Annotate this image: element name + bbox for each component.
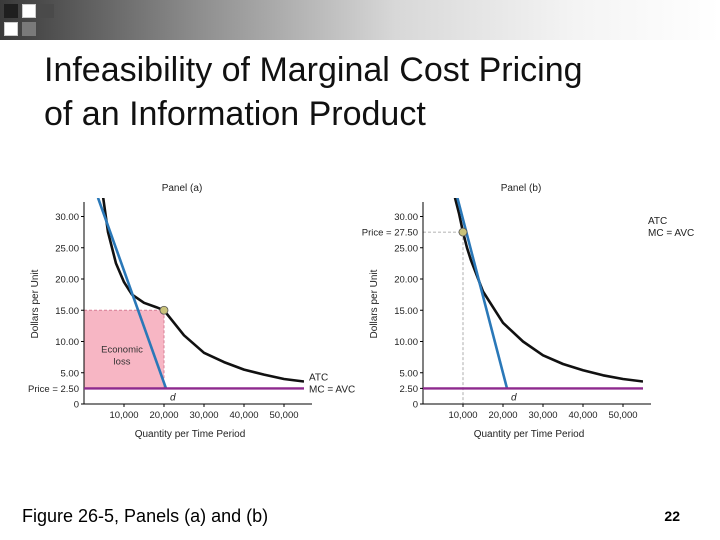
- panel-title: Panel (b): [501, 183, 542, 194]
- atc-label: ATC: [648, 216, 667, 227]
- y-tick-label: 15.00: [55, 306, 79, 317]
- economic-loss-region: [84, 310, 164, 389]
- y-tick-label: 10.00: [55, 337, 79, 348]
- page-number: 22: [664, 508, 680, 524]
- x-axis-label: Quantity per Time Period: [135, 429, 246, 440]
- slide-title: Infeasibility of Marginal Cost Pricing o…: [44, 48, 704, 136]
- demand-label: d: [170, 392, 176, 403]
- slide-title-line1: Infeasibility of Marginal Cost Pricing: [44, 51, 583, 89]
- price-label: Price = 27.50: [362, 228, 418, 239]
- y-tick-label: 0: [74, 400, 79, 411]
- decor-square: [40, 4, 54, 18]
- intersection-point: [159, 305, 169, 315]
- y-tick-label: 0: [413, 400, 418, 411]
- x-axis-label: Quantity per Time Period: [474, 429, 585, 440]
- decor-square: [4, 22, 18, 36]
- title-bar-gradient: [0, 0, 720, 40]
- demand-label: d: [511, 392, 517, 403]
- slide-title-line2: of an Information Product: [44, 95, 426, 133]
- y-tick-label: 20.00: [394, 275, 418, 286]
- economic-loss-label: Economic: [101, 344, 143, 355]
- panel-title: Panel (a): [162, 183, 203, 194]
- y-tick-label: 30.00: [394, 212, 418, 223]
- intersection-point: [458, 227, 468, 237]
- x-tick-label: 30,000: [189, 410, 218, 421]
- y-tick-label: 20.00: [55, 275, 79, 286]
- y-tick-label: 5.00: [400, 368, 419, 379]
- figure-caption: Figure 26-5, Panels (a) and (b): [22, 506, 269, 526]
- mc-avc-label: MC = AVC: [648, 228, 694, 239]
- y-tick-label: 5.00: [61, 368, 80, 379]
- y-tick-label: 30.00: [55, 212, 79, 223]
- decor-square: [4, 4, 18, 18]
- y-tick-label: 25.00: [394, 243, 418, 254]
- x-tick-label: 50,000: [608, 410, 637, 421]
- panel-b-chart: Panel (b) 0 2.50 5.00 10.00 15.00 20.00 25.00 30…: [362, 183, 694, 440]
- decor-square: [22, 22, 36, 36]
- atc-label: ATC: [309, 372, 328, 383]
- x-tick-label: 20,000: [149, 410, 178, 421]
- x-tick-label: 50,000: [269, 410, 298, 421]
- x-tick-label: 10,000: [448, 410, 477, 421]
- y-tick-label: 2.50: [400, 384, 419, 395]
- y-tick-label: 25.00: [55, 243, 79, 254]
- economic-loss-label: loss: [114, 356, 131, 367]
- decor-square: [22, 4, 36, 18]
- price-label: Price = 2.50: [28, 384, 79, 395]
- y-tick-label: 10.00: [394, 337, 418, 348]
- y-tick-label: 15.00: [394, 306, 418, 317]
- demand-line: [96, 198, 168, 389]
- atc-curve: [453, 198, 643, 383]
- x-tick-label: 40,000: [229, 410, 258, 421]
- y-axis-label: Dollars per Unit: [369, 269, 380, 338]
- x-tick-label: 10,000: [109, 410, 138, 421]
- x-tick-label: 40,000: [568, 410, 597, 421]
- x-tick-label: 20,000: [488, 410, 517, 421]
- mc-avc-label: MC = AVC: [309, 384, 355, 395]
- y-axis-label: Dollars per Unit: [30, 269, 41, 338]
- x-tick-label: 30,000: [528, 410, 557, 421]
- demand-line: [456, 198, 509, 389]
